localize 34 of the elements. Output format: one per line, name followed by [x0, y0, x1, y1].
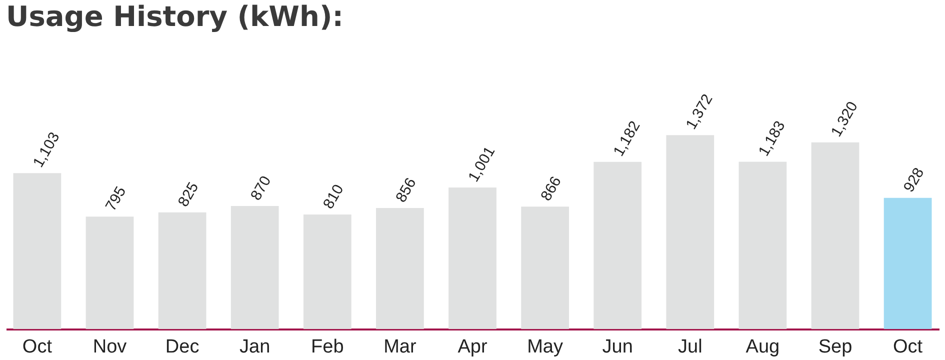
x-tick-label: Mar — [384, 336, 417, 358]
data-label: 866 — [538, 174, 565, 204]
x-tick-label: May — [527, 336, 564, 358]
data-label: 870 — [247, 173, 275, 204]
x-tick-label: Jul — [678, 336, 702, 358]
x-tick-label: Oct — [893, 336, 924, 358]
data-label: 928 — [900, 164, 928, 196]
data-label: 810 — [320, 182, 348, 212]
x-tick-label: Nov — [92, 336, 128, 358]
x-tick-label: Feb — [311, 336, 344, 358]
x-tick-label: Jan — [240, 336, 270, 358]
data-label: 856 — [392, 175, 420, 206]
chart-title: Usage History (kWh): — [6, 0, 344, 33]
bar — [448, 188, 496, 329]
data-label: 795 — [102, 184, 130, 214]
x-tick-label: Aug — [746, 336, 780, 358]
bar — [13, 173, 62, 329]
bar — [303, 214, 352, 329]
x-tick-label: Sep — [818, 336, 852, 358]
bar — [738, 162, 787, 329]
bar — [666, 135, 714, 329]
x-tick-label: Dec — [165, 336, 200, 358]
bar — [376, 208, 424, 329]
bar — [521, 206, 569, 329]
x-tick-label: Oct — [22, 336, 53, 358]
bar — [230, 206, 279, 329]
bar — [158, 212, 206, 329]
bar — [594, 162, 642, 329]
bar — [86, 216, 134, 329]
bar — [884, 198, 932, 329]
x-tick-label: Apr — [458, 336, 488, 358]
x-tick-label: Jun — [602, 336, 633, 358]
data-label: 825 — [174, 180, 202, 210]
bar — [811, 142, 860, 329]
